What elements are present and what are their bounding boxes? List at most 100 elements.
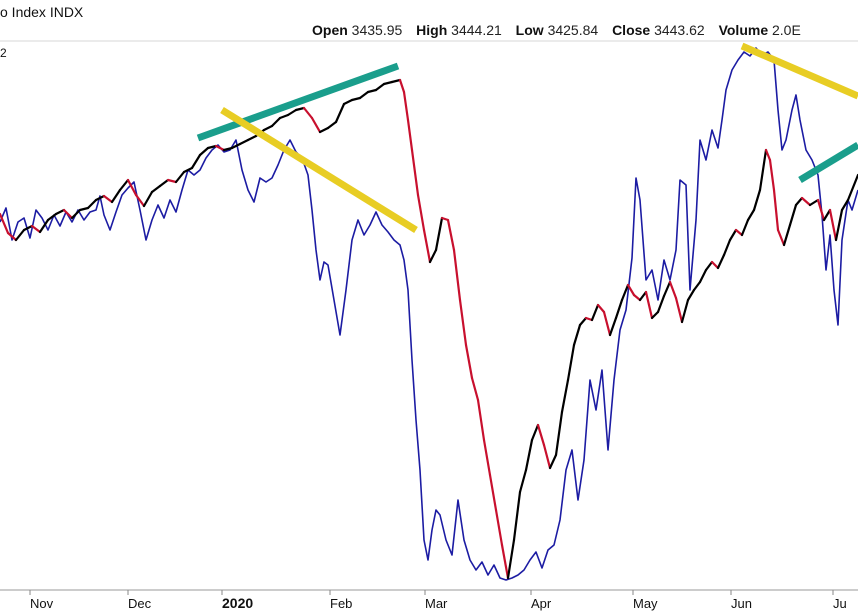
volume-label: Volume (718, 22, 769, 38)
price-segment-down (626, 283, 636, 297)
price-segment-down (536, 423, 546, 447)
price-segment-up (638, 290, 648, 302)
comparison-index-line (0, 47, 858, 581)
price-segment-up (846, 173, 858, 202)
price-segment-up (174, 170, 186, 184)
price-segment-up (554, 410, 564, 457)
price-segment-up (54, 208, 66, 216)
price-segment-down (0, 212, 10, 235)
x-axis: Nov Dec 2020 Feb Mar Apr May Jun Ju (29, 590, 847, 611)
series-layer (0, 47, 858, 581)
price-segment-up (524, 438, 534, 472)
y-axis-fragment: 2 (0, 46, 7, 60)
price-segment-up (94, 194, 106, 202)
price-segment-up (358, 90, 370, 100)
price-segment-up (680, 298, 690, 324)
x-tick-label: Nov (30, 596, 54, 611)
price-segment-up (704, 260, 714, 272)
price-segment-up (182, 166, 194, 174)
price-segment-up (572, 323, 582, 347)
chart-title: o Index INDX (0, 4, 84, 20)
price-segment-up (566, 343, 576, 382)
price-segment-down (62, 208, 74, 220)
price-segment-up (650, 310, 660, 320)
price-segment-up (434, 216, 444, 252)
price-segment-up (190, 153, 202, 170)
price-segment-up (230, 142, 242, 150)
price-segment-up (722, 238, 732, 257)
trendline-4 (798, 142, 858, 183)
price-segment-down (644, 290, 654, 320)
price-segment-up (198, 146, 210, 157)
price-segment-up (14, 228, 26, 242)
price-segment-up (86, 198, 98, 210)
price-segment-down (710, 260, 720, 270)
price-segment-up (78, 206, 90, 212)
price-segment-down (458, 298, 468, 347)
price-segment-down (776, 228, 786, 247)
trendline-3 (740, 42, 858, 100)
price-segment-down (816, 198, 826, 222)
price-segment-up (150, 184, 162, 194)
price-segment-up (794, 196, 804, 207)
x-tick-label: Ju (833, 596, 847, 611)
price-segment-up (608, 316, 618, 337)
price-segment-down (446, 218, 456, 252)
price-segment-up (38, 218, 50, 234)
x-tick-label: 2020 (222, 595, 253, 611)
price-segment-down (482, 438, 492, 477)
price-segment-up (578, 316, 588, 327)
x-tick-label: Feb (330, 596, 352, 611)
price-segment-down (422, 228, 432, 264)
price-segment-up (512, 490, 522, 542)
price-segment-up (374, 82, 386, 92)
price-segment-up (262, 124, 274, 132)
price-segment-down (310, 116, 322, 134)
price-segment-up (506, 538, 516, 580)
price-segment-down (126, 178, 138, 197)
high-value: 3444.21 (451, 22, 502, 38)
price-segment-up (286, 108, 298, 117)
price-segment-down (800, 196, 812, 207)
x-tick-label: Apr (531, 596, 552, 611)
price-segment-down (452, 248, 462, 302)
price-segment-up (366, 88, 378, 94)
price-segment-down (166, 178, 178, 184)
price-segment-up (752, 188, 762, 212)
price-segment-up (808, 198, 820, 207)
price-segment-up (728, 228, 738, 242)
price-segment-up (614, 298, 624, 320)
price-segment-down (668, 280, 678, 300)
price-segment-up (518, 468, 528, 494)
price-segment-down (6, 231, 18, 242)
high-label: High (416, 22, 448, 38)
price-segment-up (656, 294, 666, 314)
price-segment-down (470, 376, 480, 402)
open-label: Open (312, 22, 348, 38)
price-segment-down (768, 158, 776, 192)
price-segment-down (416, 193, 426, 232)
price-segment-down (302, 106, 314, 120)
price-segment-up (118, 178, 130, 192)
price-segment-down (494, 508, 504, 547)
volume-value: 2.0E (772, 22, 801, 38)
ohlc-stats: Open 3435.95 High 3444.21 Low 3425.84 Cl… (312, 22, 811, 38)
price-segment-up (746, 208, 756, 222)
price-segment-up (110, 188, 122, 204)
price-segment-up (158, 178, 170, 188)
price-segment-up (238, 138, 250, 146)
low-label: Low (515, 22, 544, 38)
price-segment-up (716, 253, 726, 270)
close-value: 3443.62 (654, 22, 705, 38)
price-segment-up (206, 144, 218, 150)
price-segment-down (134, 193, 146, 208)
price-segment-up (382, 80, 394, 86)
price-segment-up (698, 268, 708, 284)
price-segment-up (788, 203, 798, 227)
annotation-layer (196, 42, 858, 233)
price-segment-up (246, 134, 258, 142)
price-segment-up (740, 218, 750, 237)
price-segment-down (476, 398, 486, 442)
close-label: Close (612, 22, 651, 38)
